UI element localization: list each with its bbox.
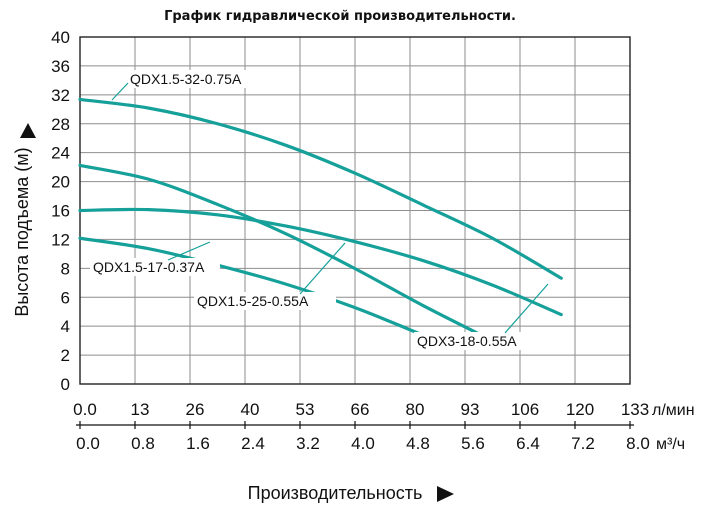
y-tick-label: 36 xyxy=(51,57,70,76)
x-tick-label-m3h: 0.8 xyxy=(131,434,155,453)
x-tick-label-lpm: 93 xyxy=(461,400,480,419)
y-tick-label: 12 xyxy=(51,230,70,249)
curve-label: QDX1.5-25-0.55A xyxy=(197,293,309,309)
curve-label: QDX3-18-0.55A xyxy=(417,333,517,349)
y-axis-arrow-icon xyxy=(20,123,36,138)
y-tick-label: 40 xyxy=(51,28,70,47)
curve-QDX1.5-25-0.55A xyxy=(78,163,495,343)
y-tick-label: 6 xyxy=(61,288,70,307)
x-axis-arrow-icon xyxy=(437,486,454,502)
y-tick-label: 28 xyxy=(51,115,70,134)
x-tick-label-m3h: 5.6 xyxy=(461,434,485,453)
x-tick-label-lpm: 26 xyxy=(186,400,205,419)
x-tick-label-m3h: 6.4 xyxy=(516,434,540,453)
curves xyxy=(78,97,563,343)
chart-title: График гидравлической производительности… xyxy=(164,9,516,24)
x-tick-label-m3h: 7.2 xyxy=(571,434,595,453)
x-tick-labels-lpm: 0.0 13 26 40 53 66 80 93 106 120 133 л/мин xyxy=(73,400,695,429)
y-tick-label: 32 xyxy=(51,86,70,105)
x-tick-label-lpm: 106 xyxy=(511,400,539,419)
x-tick-label-lpm: 66 xyxy=(351,400,370,419)
x-tick-label-lpm: 120 xyxy=(566,400,594,419)
y-tick-label: 4 xyxy=(61,317,70,336)
curve-label-box xyxy=(414,332,534,350)
curve-label: QDX1.5-32-0.75A xyxy=(130,71,242,87)
x-unit-m3h: м³/ч xyxy=(656,436,685,453)
x-tick-label-m3h: 3.2 xyxy=(296,434,320,453)
x-tick-label-m3h: 8.0 xyxy=(626,434,650,453)
x-tick-label-m3h: 2.4 xyxy=(241,434,265,453)
y-tick-label: 8 xyxy=(61,259,70,278)
y-tick-label: 0 xyxy=(61,375,70,394)
x-tick-label-lpm: 80 xyxy=(406,400,425,419)
curve-label-leader xyxy=(111,82,129,101)
x-tick-label-lpm: 133 xyxy=(621,400,649,419)
curve-label-box xyxy=(127,70,277,88)
x-tick-labels-m3h: 0.0 0.8 1.6 2.4 3.2 4.0 4.8 5.6 6.4 7.2 8.0 м³/ч xyxy=(76,434,685,453)
x-tick-label-m3h: 0.0 xyxy=(76,434,100,453)
y-tick-label: 20 xyxy=(51,173,70,192)
x-tick-label-m3h: 4.0 xyxy=(351,434,375,453)
x-tick-label-lpm: 40 xyxy=(241,400,260,419)
curve-label-box xyxy=(194,292,336,310)
x-tick-label-m3h: 4.8 xyxy=(406,434,430,453)
curve-QDX1.5-17-0.37A xyxy=(78,236,426,338)
curve-label-box xyxy=(90,258,220,276)
curve-labels: QDX1.5-32-0.75A QDX1.5-25-0.55A QDX3-18-0.… xyxy=(90,70,549,350)
curve-label: QDX1.5-17-0.37A xyxy=(93,259,205,275)
x-tick-label-lpm: 0.0 xyxy=(73,400,97,419)
y-tick-label: 2 xyxy=(61,346,70,365)
x-axis-label: Производительность xyxy=(248,483,423,503)
x-tick-label-lpm: 53 xyxy=(296,400,315,419)
x-tick-label-m3h: 1.6 xyxy=(186,434,210,453)
x-unit-lpm: л/мин xyxy=(652,402,695,419)
axis-labels: Высота подъема (м) Производительность xyxy=(12,123,454,503)
curve-label-leader xyxy=(504,283,549,334)
y-tick-label: 24 xyxy=(51,144,70,163)
y-axis-label: Высота подъема (м) xyxy=(12,147,32,316)
x-tick-label-lpm: 13 xyxy=(131,400,150,419)
curve-QDX3-18-0.55A xyxy=(78,207,563,317)
curve-label-leader xyxy=(299,242,346,295)
curve-QDX1.5-32-0.75A xyxy=(78,97,563,280)
curve-label-leader xyxy=(167,241,211,261)
y-tick-label: 16 xyxy=(51,202,70,221)
